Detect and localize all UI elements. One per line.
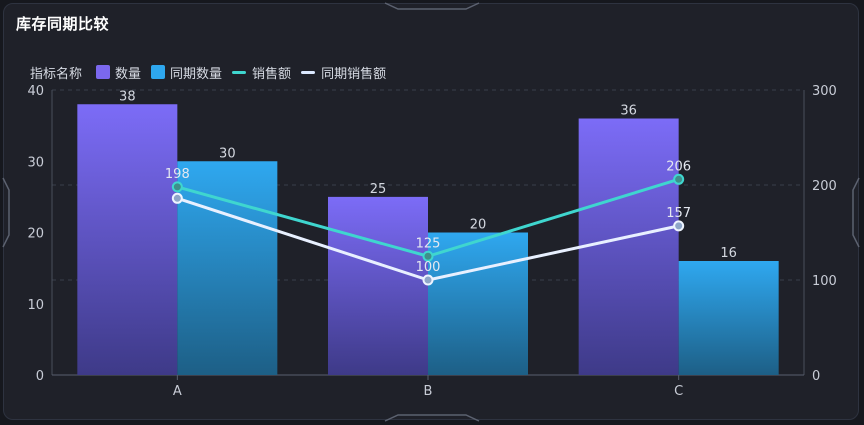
line-data-label: 100 bbox=[416, 260, 441, 275]
point-prior-sales bbox=[171, 192, 183, 204]
y-right-tick-label: 200 bbox=[812, 179, 837, 194]
bar-data-label: 20 bbox=[470, 218, 487, 233]
x-tick-label: C bbox=[674, 384, 683, 399]
y-left-tick-label: 20 bbox=[27, 227, 44, 242]
bar-data-label: 30 bbox=[219, 146, 236, 161]
bar-prior-quantity bbox=[678, 261, 779, 375]
legend-label-quantity: 数量 bbox=[115, 66, 142, 82]
frame-bottom-notch bbox=[384, 414, 480, 422]
legend-swatch-sales bbox=[232, 70, 247, 74]
bar-quantity bbox=[77, 104, 178, 375]
point-sales bbox=[171, 181, 183, 193]
point-sales bbox=[422, 250, 434, 262]
bar-prior-quantity bbox=[177, 161, 278, 375]
chart-legend: 指标名称 数量 同期数量 销售额 同期销售额 bbox=[30, 62, 396, 82]
x-tick-label: A bbox=[173, 384, 182, 399]
legend-item-prior-quantity[interactable]: 同期数量 bbox=[151, 63, 222, 82]
y-left-tick-label: 30 bbox=[27, 155, 44, 170]
legend-label-sales: 销售额 bbox=[252, 66, 292, 82]
line-data-label: 206 bbox=[666, 159, 691, 174]
y-right-tick-label: 0 bbox=[812, 369, 820, 384]
y-left-tick-label: 0 bbox=[36, 369, 44, 384]
line-data-label: 125 bbox=[416, 236, 441, 251]
y-right-tick-label: 300 bbox=[812, 84, 837, 99]
legend-label-prior-quantity: 同期数量 bbox=[170, 66, 223, 82]
bar-prior-quantity bbox=[428, 232, 528, 375]
y-left-tick-label: 10 bbox=[27, 298, 44, 313]
panel-title: 库存同期比较 bbox=[16, 15, 110, 33]
legend-swatch-prior-sales bbox=[301, 70, 316, 74]
frame-top-notch bbox=[384, 2, 480, 10]
legend-item-quantity[interactable]: 数量 bbox=[96, 63, 141, 82]
y-left-tick-label: 40 bbox=[27, 84, 44, 99]
point-sales bbox=[673, 173, 685, 185]
bar-quantity bbox=[578, 118, 679, 375]
point-prior-sales bbox=[673, 220, 685, 232]
x-tick-label: B bbox=[424, 384, 433, 399]
y-right-tick-label: 100 bbox=[812, 274, 837, 289]
bar-data-label: 38 bbox=[119, 89, 136, 104]
point-prior-sales bbox=[422, 274, 434, 286]
legend-label-prior-sales: 同期销售额 bbox=[321, 66, 387, 82]
legend-item-sales[interactable]: 销售额 bbox=[232, 63, 291, 82]
bar-data-label: 16 bbox=[720, 246, 737, 261]
frame-left-notch bbox=[2, 177, 10, 248]
legend-swatch-prior-quantity bbox=[151, 65, 166, 79]
bar-data-label: 36 bbox=[620, 104, 637, 119]
bar-quantity bbox=[328, 196, 428, 375]
bar-data-label: 25 bbox=[370, 182, 387, 197]
legend-title: 指标名称 bbox=[30, 66, 83, 82]
line-data-label: 157 bbox=[666, 206, 691, 221]
legend-item-prior-sales[interactable]: 同期销售额 bbox=[301, 63, 386, 82]
legend-swatch-quantity bbox=[96, 65, 111, 79]
line-data-label: 198 bbox=[165, 167, 190, 182]
frame-right-notch bbox=[852, 177, 860, 248]
